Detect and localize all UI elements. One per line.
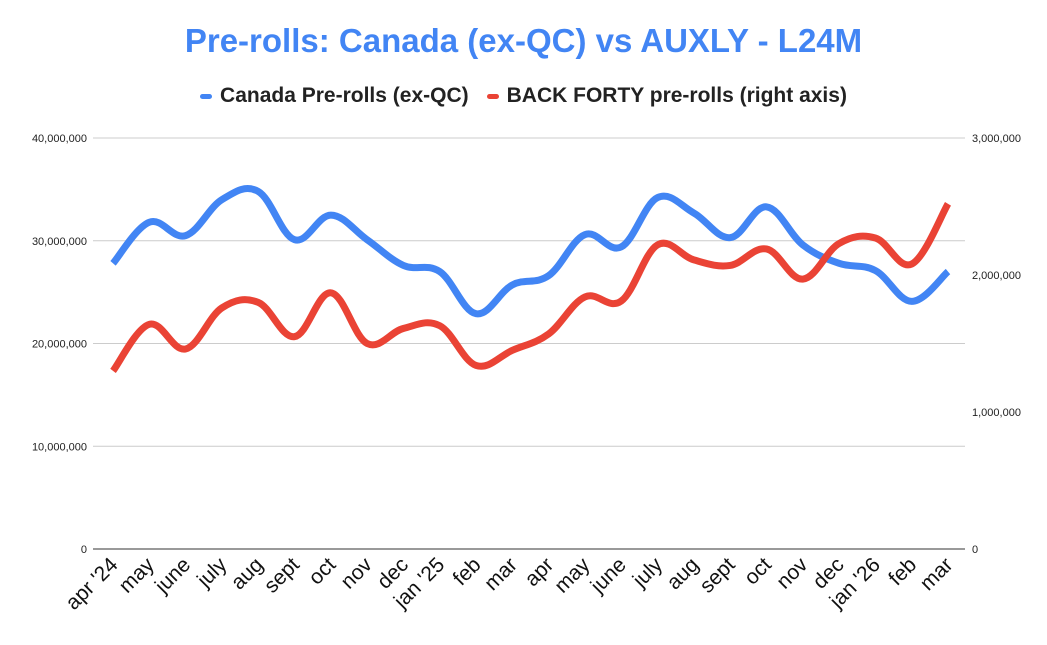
right-tick-label: 2,000,000 [972,270,1021,282]
left-tick-label: 10,000,000 [32,441,87,453]
x-tick-label: feb [449,553,486,590]
legend-swatch-canada [200,93,213,99]
right-axis-ticks: 0 1,000,000 2,000,000 3,000,000 [972,133,1021,556]
legend-item-back-forty: BACK FORTY pre-rolls (right axis) [486,84,847,108]
series-line-canada [110,185,951,318]
right-tick-label: 0 [972,544,978,556]
x-tick-label: sept [695,553,739,597]
x-tick-label: july [628,553,668,593]
right-tick-label: 3,000,000 [972,133,1021,145]
x-tick-label: mar [480,553,522,595]
x-tick-label: apr [520,553,558,591]
x-tick-label: nov [772,553,813,594]
x-tick-label: oct [740,553,776,589]
series-line-back-forty [110,201,952,374]
left-tick-label: 30,000,000 [32,236,87,248]
chart-title: Pre-rolls: Canada (ex-QC) vs AUXLY - L24… [184,22,863,59]
legend-label-canada: Canada Pre-rolls (ex-QC) [220,84,469,107]
x-tick-label: may [550,553,595,598]
x-tick-label: oct [304,553,340,589]
x-tick-label: mar [916,553,958,595]
left-axis-ticks: 0 10,000,000 20,000,000 30,000,000 40,000,00… [32,133,87,556]
x-tick-label: aug [227,553,268,594]
x-tick-label: july [192,553,232,593]
x-tick-label: june [150,553,195,598]
series-layer [110,185,952,374]
x-tick-label: june [586,553,631,598]
x-tick-label: nov [336,553,377,594]
legend-label-back-forty: BACK FORTY pre-rolls (right axis) [506,84,847,107]
left-tick-label: 40,000,000 [32,133,87,145]
x-tick-label: aug [662,553,703,594]
legend-item-canada: Canada Pre-rolls (ex-QC) [200,84,469,108]
x-tick-label: apr '24 [61,553,122,614]
gridlines [93,137,965,550]
right-tick-label: 1,000,000 [972,407,1021,419]
legend: Canada Pre-rolls (ex-QC) BACK FORTY pre-… [0,84,1047,108]
x-tick-label: may [115,553,160,598]
left-tick-label: 20,000,000 [32,339,87,351]
x-tick-label: feb [884,553,921,590]
legend-swatch-back-forty [486,93,499,99]
left-tick-label: 0 [81,544,87,556]
x-tick-label: sept [260,553,304,597]
